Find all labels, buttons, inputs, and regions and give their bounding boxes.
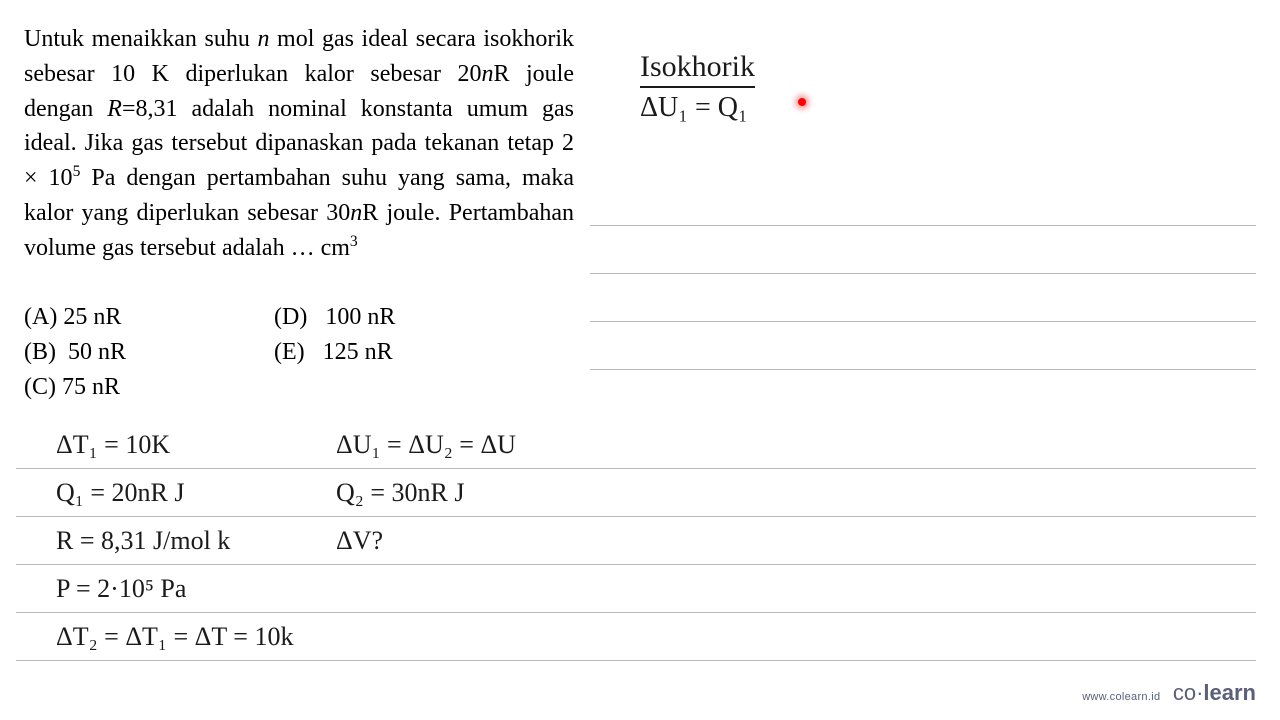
footer-brand: co·learn — [1173, 680, 1256, 705]
hand-du: ΔU₁ = ΔU₂ = ΔU — [336, 430, 516, 460]
option-b: (B) 50 nR — [24, 335, 274, 370]
hand-p: P = 2·10⁵ Pa — [56, 574, 186, 604]
option-d: (D) 100 nR — [274, 300, 524, 335]
hand-q1: Q₁ = 20nR J — [56, 478, 184, 508]
hand-dt1: ΔT₁ = 10K — [56, 430, 170, 460]
laser-pointer-icon — [798, 98, 806, 106]
hand-isokhorik-eq: ΔU₁ = Q₁ — [640, 92, 748, 124]
hand-dt2: ΔT₂ = ΔT₁ = ΔT = 10k — [56, 622, 293, 652]
hand-isokhorik-title: Isokhorik — [640, 50, 755, 88]
footer-url: www.colearn.id — [1082, 691, 1160, 703]
question-text: Untuk menaikkan suhu n mol gas ideal sec… — [24, 22, 574, 266]
hand-q2: Q₂ = 30nR J — [336, 478, 464, 508]
footer: www.colearn.id co·learn — [1082, 680, 1256, 706]
hand-r: R = 8,31 J/mol k — [56, 526, 230, 556]
option-c: (C) 75 nR — [24, 370, 274, 405]
ruled-lines-lower: ΔT₁ = 10K Q₁ = 20nR J R = 8,31 J/mol k P… — [16, 420, 1256, 670]
hand-dv: ΔV? — [336, 526, 383, 556]
option-a: (A) 25 nR — [24, 300, 274, 335]
ruled-lines-upper — [590, 225, 1256, 425]
option-e: (E) 125 nR — [274, 335, 524, 370]
